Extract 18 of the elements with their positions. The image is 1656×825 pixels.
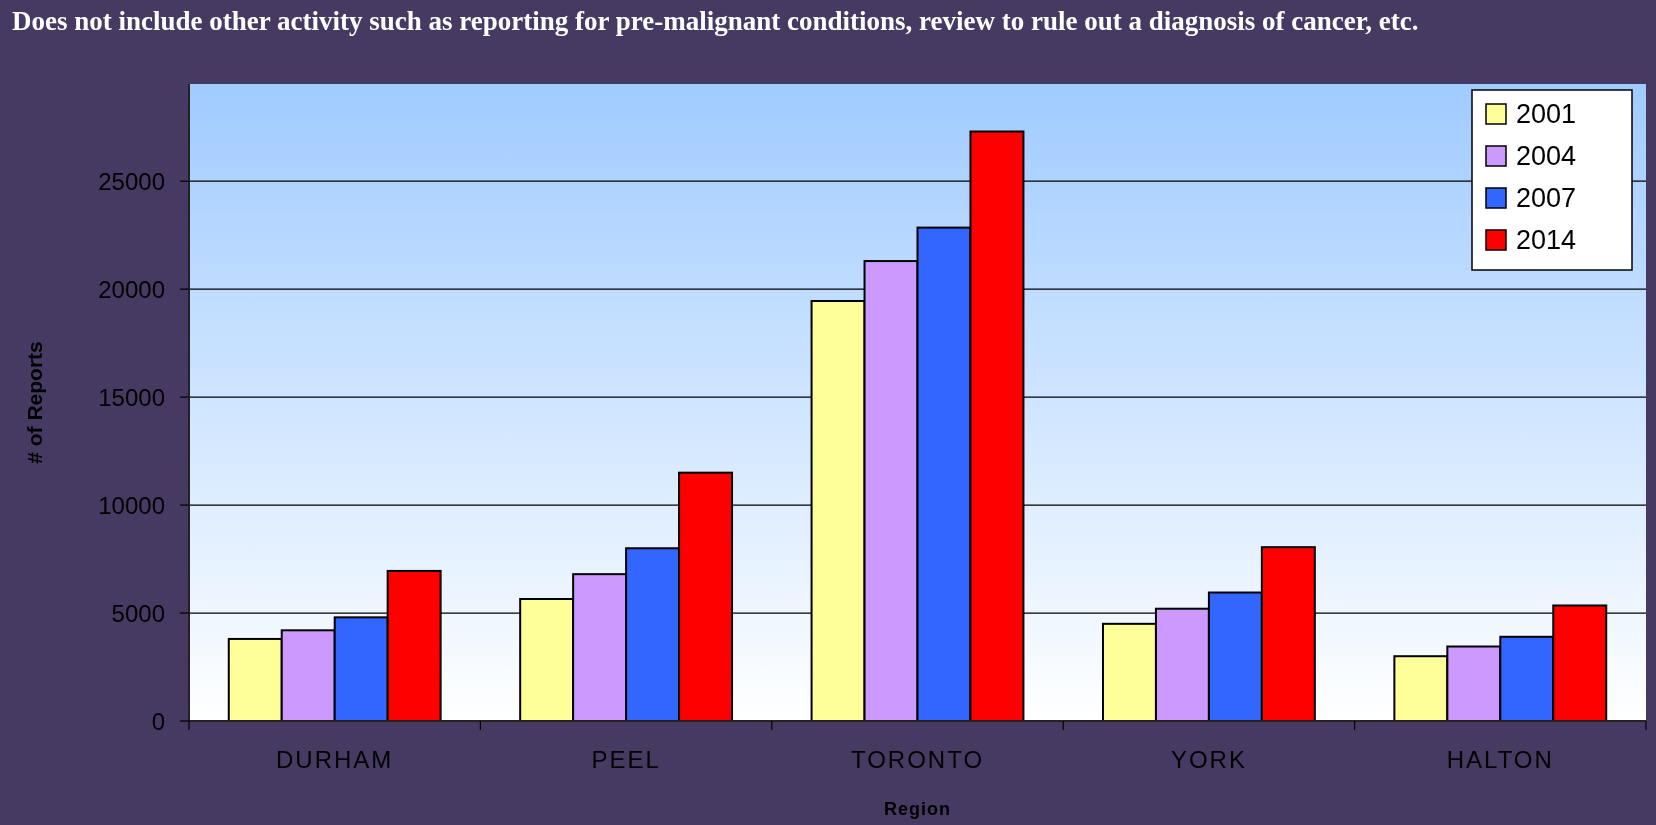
legend-label: 2001 <box>1516 99 1577 129</box>
y-tick-label: 20000 <box>98 275 165 303</box>
text: Does not include other activity such as reporting for pre-malignant conditions, review to rule out a diagnosis of cancer, etc. <box>12 6 1419 36</box>
x-tick-label: TORONTO <box>850 746 985 773</box>
x-tick-label: DURHAM <box>276 746 394 773</box>
x-axis-title: Region <box>884 799 951 819</box>
y-tick-label: 5000 <box>111 599 165 627</box>
x-tick-label: HALTON <box>1446 746 1554 773</box>
legend-label: 2014 <box>1516 225 1577 255</box>
y-tick-label: 25000 <box>98 167 165 195</box>
y-axis-title: # of Reports <box>22 341 46 464</box>
x-tick-label: YORK <box>1170 746 1247 773</box>
y-tick-label: 10000 <box>98 491 165 519</box>
legend-label: 2007 <box>1516 183 1577 213</box>
y-tick-label: 0 <box>151 707 165 735</box>
y-tick-label: 15000 <box>98 383 165 411</box>
x-tick-label: PEEL <box>591 746 661 773</box>
legend-label: 2004 <box>1516 141 1577 171</box>
